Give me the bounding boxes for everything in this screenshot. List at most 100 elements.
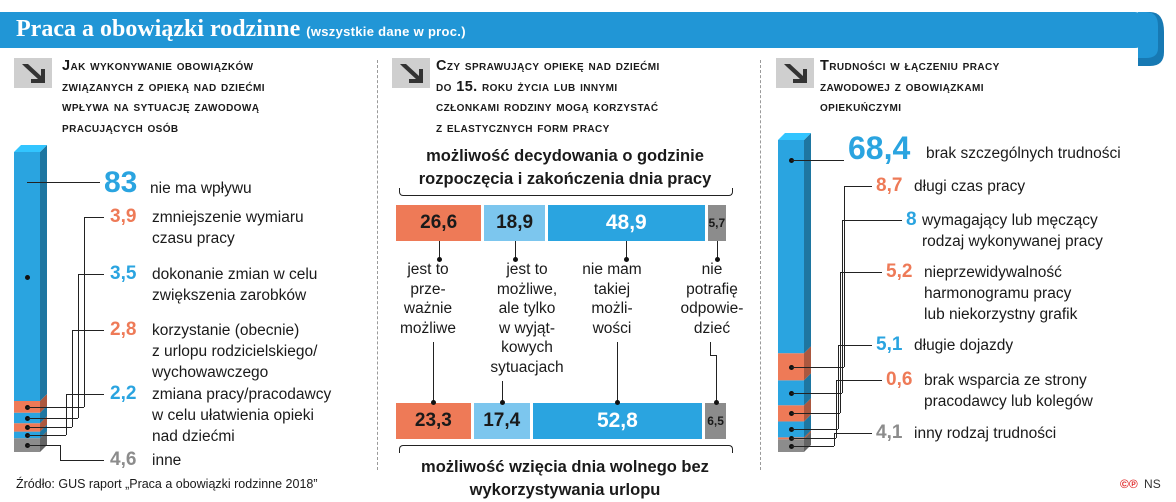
category-label: nie ma wpływu [150, 180, 252, 197]
leader-line [72, 330, 73, 428]
leader-line [791, 429, 838, 431]
leader-line [626, 241, 628, 260]
bar-segment: 23,3 [396, 403, 471, 439]
leader-dot [25, 274, 30, 280]
leader-dot [436, 257, 442, 262]
top-bracket [399, 188, 733, 196]
category-label: długi czas pracy [914, 178, 1026, 195]
leader-line [838, 345, 872, 346]
bar-segment: 6,5 [705, 403, 726, 439]
publisher-logo: ©℗ NS [1120, 477, 1161, 491]
leader-line [715, 355, 717, 403]
leader-line [791, 445, 834, 447]
value-label: 5,1 [876, 334, 903, 355]
value-label: 2,2 [110, 383, 137, 404]
leader-line [834, 433, 872, 434]
banner-curl [1138, 12, 1164, 66]
bar-segment: 52,8 [532, 403, 703, 439]
leader-line [60, 460, 104, 461]
panel2-heading: Czy sprawujący opiekę nad dziećmi do 15.… [436, 58, 660, 136]
value-label: 8 [906, 209, 917, 230]
category-label: brak szczególnych trudności [926, 145, 1121, 162]
leader-line [791, 366, 844, 368]
category-label: zmniejszenie wymiaru czasu pracy [152, 209, 304, 247]
category-label: inny rodzaj trudności [914, 425, 1057, 442]
bar-segment [778, 133, 811, 354]
value-label: 2,8 [110, 319, 137, 340]
value-label: 8,7 [876, 175, 903, 196]
data-label: 5,7 [708, 216, 726, 230]
leader-line [791, 392, 842, 394]
bar-top-face [778, 133, 811, 140]
copyright-icon: ©℗ [1120, 477, 1138, 491]
data-label: 17,4 [483, 410, 521, 431]
arrow-down-right-icon [776, 58, 814, 88]
logo-text: NS [1144, 477, 1161, 491]
leader-line [27, 434, 66, 436]
data-label: 48,9 [605, 211, 647, 234]
page-subtitle: (wszystkie dane w proc.) [306, 24, 466, 39]
leader-dot [499, 400, 505, 405]
category-label: dokonanie zmian w celu zwiększenia zarob… [152, 266, 318, 304]
leader-line [72, 330, 104, 331]
leader-line [438, 241, 440, 260]
leader-line [844, 186, 872, 187]
leader-line [716, 241, 718, 260]
leader-line [433, 342, 435, 403]
category-label: nie mam takiej możli- wości [582, 261, 642, 337]
category-label: korzystanie (obecnie) z urlopu rodziciel… [152, 322, 318, 381]
value-label: 0,6 [886, 369, 913, 390]
data-label: 6,5 [707, 414, 724, 428]
leader-line [791, 160, 844, 161]
leader-line [838, 345, 839, 430]
category-label: inne [152, 452, 182, 469]
title-banner [0, 12, 1145, 48]
arrow-down-right-icon [14, 58, 52, 88]
data-label: 26,6 [420, 212, 458, 233]
leader-line [710, 342, 711, 355]
leader-dot [624, 257, 630, 262]
leader-line [27, 406, 84, 408]
value-label: 83 [104, 166, 138, 199]
leader-line [66, 394, 67, 435]
bar-segment: 18,9 [484, 205, 545, 241]
leader-line [836, 380, 882, 381]
divider [377, 60, 378, 470]
leader-line [844, 186, 845, 367]
category-label: jest to prze- ważnie możliwe [400, 261, 456, 337]
value-label: 68,4 [848, 130, 911, 166]
value-label: 4,6 [110, 449, 137, 470]
data-label: 52,8 [596, 409, 638, 432]
leader-dot [512, 257, 518, 262]
data-label: 23,3 [414, 410, 452, 431]
leader-line [514, 241, 516, 260]
leader-line [78, 274, 79, 418]
value-label: 4,1 [876, 422, 903, 443]
leader-line [27, 427, 72, 429]
panel1-heading: Jak wykonywanie obowiązków związanych z … [62, 58, 265, 136]
data-label: 18,9 [496, 212, 534, 233]
bar-segment: 17,4 [473, 403, 530, 439]
leader-line [27, 445, 60, 447]
category-label: nieprzewidywalność harmonogramu pracy lu… [924, 264, 1078, 323]
value-label: 3,9 [110, 206, 137, 227]
bar-segment: 5,7 [707, 205, 726, 241]
arrow-down-right-icon [392, 58, 430, 88]
leader-line [834, 433, 835, 446]
leader-line [842, 220, 843, 393]
leader-line [791, 438, 836, 440]
leader-line [84, 217, 104, 218]
leader-line [84, 217, 85, 407]
panel3-stacked-bar [778, 133, 811, 452]
leader-dot [714, 257, 720, 262]
leader-line [840, 272, 841, 414]
divider [760, 60, 761, 470]
bottom-bracket [399, 445, 733, 453]
leader-line [791, 413, 840, 415]
leader-line [27, 417, 78, 419]
page-title: Praca a obowiązki rodzinne (wszystkie da… [16, 16, 466, 43]
leader-dot [615, 400, 621, 405]
panel3-heading: Trudności w łączeniu pracy zawodowej z o… [820, 58, 1000, 115]
leader-line [66, 394, 104, 395]
leader-line [836, 380, 837, 439]
